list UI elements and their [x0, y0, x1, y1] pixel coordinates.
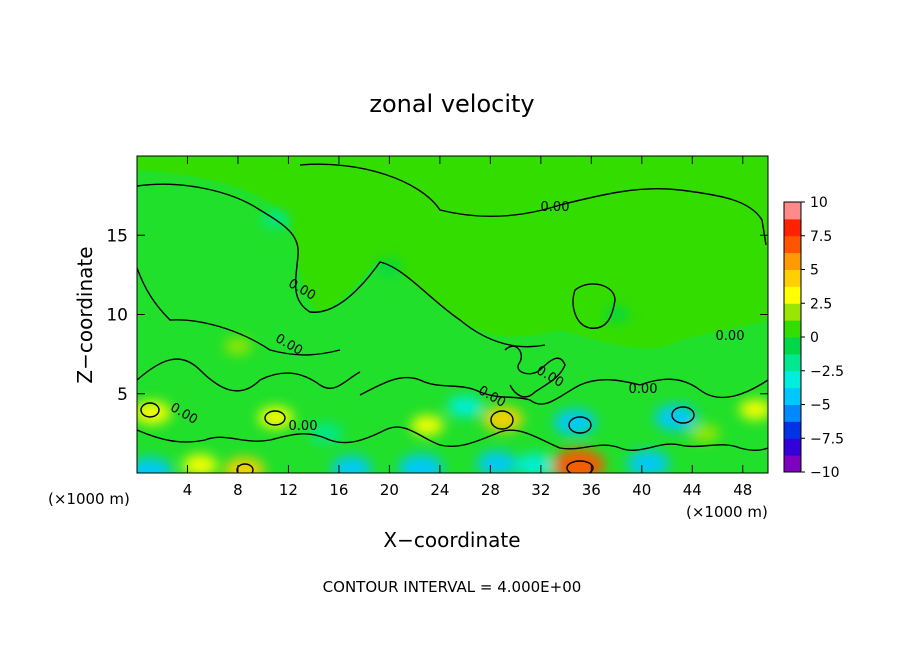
velocity-blob-22: [224, 337, 252, 355]
x-unit-left: (×1000 m): [48, 490, 130, 508]
x-tick-label-8: 8: [233, 481, 243, 499]
x-tick-label-24: 24: [430, 481, 449, 499]
contour-closed-2: [264, 410, 286, 426]
colorbar-swatch-12: [784, 252, 801, 270]
velocity-blob-13: [553, 409, 597, 436]
velocity-blob-2: [182, 454, 218, 473]
colorbar-swatch-3: [784, 404, 801, 422]
colorbar-label-1: 7.5: [810, 229, 832, 245]
contour-closed-1: [140, 402, 160, 418]
colorbar-swatch-4: [784, 387, 801, 405]
contour-label-7: 0.00: [629, 382, 658, 397]
y-axis-label: Z−coordinate: [73, 246, 97, 383]
contour-label-8: 0.00: [716, 329, 745, 344]
velocity-blob-16: [654, 404, 698, 431]
colorbar-swatch-14: [784, 218, 801, 237]
contour-lines: [137, 163, 768, 473]
x-tick-label-36: 36: [582, 481, 601, 499]
colorbar-label-7: −7.5: [810, 431, 844, 447]
contour-line-bottom-right: [619, 443, 768, 451]
x-tick-label-32: 32: [531, 481, 550, 499]
x-tick-label-20: 20: [380, 481, 399, 499]
y-axis: 5 10 15: [106, 226, 768, 405]
contour-line-bottom-mid: [324, 426, 621, 450]
x-tick-label-44: 44: [683, 481, 702, 499]
velocity-blob-3: [224, 457, 265, 473]
velocity-blob-12: [515, 453, 554, 473]
velocity-blob-14: [552, 448, 605, 473]
y-tick-label-10: 10: [106, 306, 128, 326]
colorbar-swatch-7: [784, 337, 801, 355]
contour-squiggle: [504, 345, 566, 398]
x-unit-right: (×1000 m): [686, 503, 768, 521]
contour-line-lower-mid: [359, 376, 641, 405]
contour-island: [572, 283, 616, 329]
x-tick-label-40: 40: [632, 481, 651, 499]
colorbar-swatch-15: [784, 202, 801, 220]
colorbar-swatch-11: [784, 269, 801, 287]
colorbar-label-4: 0: [810, 330, 819, 346]
contour-interval-note: CONTOUR INTERVAL = 4.000E+00: [323, 578, 582, 596]
contour-line-upper: [299, 163, 767, 246]
contour-line-left: [137, 267, 341, 356]
x-axis: 4 8 12 16 20 24 28 32 36 40 44 48: [183, 156, 752, 499]
colorbar-label-8: −10: [810, 465, 840, 481]
velocity-blob-5: [310, 423, 343, 444]
velocity-blob-18: [739, 399, 768, 420]
colorbar: 10 7.5 5 2.5 0 −2.5 −5 −7.5 −10: [783, 195, 844, 481]
colorbar-label-2: 5: [810, 263, 819, 279]
contour-closed-6: [236, 463, 254, 473]
x-axis-label: X−coordinate: [383, 528, 520, 552]
colorbar-swatch-2: [784, 421, 801, 439]
y-tick-label-5: 5: [117, 385, 128, 405]
contour-line-bottom-left: [137, 429, 326, 443]
x-tick-label-16: 16: [329, 481, 348, 499]
upper-negative-region: [137, 170, 768, 473]
velocity-blob-17: [689, 424, 720, 443]
velocity-blob-10: [476, 451, 517, 473]
contour-line-lower-right: [639, 378, 768, 399]
colorbar-swatch-13: [784, 235, 801, 254]
contour-closed-4: [568, 416, 592, 434]
colorbar-swatch-0: [784, 455, 801, 473]
contour-line-top: [137, 183, 546, 348]
velocity-blobs: [137, 211, 768, 473]
colorbar-swatch-1: [784, 438, 801, 456]
contour-label-4: 0.00: [289, 419, 318, 434]
x-tick-label-4: 4: [183, 481, 193, 499]
chart-title: zonal velocity: [369, 90, 534, 118]
contour-line-lower-left: [137, 358, 361, 392]
velocity-blob-0: [137, 457, 173, 473]
velocity-blob-6: [331, 455, 372, 473]
velocity-blob-7: [398, 454, 444, 473]
colorbar-label-3: 2.5: [810, 296, 832, 312]
velocity-blob-15: [626, 450, 670, 473]
colorbar-swatch-10: [784, 286, 801, 304]
colorbar-label-6: −5: [810, 398, 831, 414]
contour-label-0: 0.00: [541, 200, 570, 215]
velocity-blob-9: [447, 395, 483, 418]
colorbar-swatch-8: [784, 320, 801, 338]
colorbar-swatch-9: [784, 303, 801, 321]
contour-closed-5: [671, 406, 695, 424]
plot-area: 0.000.000.000.00 0.000.000.00 0.000.00: [137, 156, 768, 473]
y-tick-label-15: 15: [106, 226, 128, 246]
x-tick-label-12: 12: [279, 481, 298, 499]
x-tick-label-48: 48: [733, 481, 752, 499]
velocity-blob-21: [604, 306, 630, 323]
colorbar-label-5: −2.5: [810, 364, 844, 380]
x-tick-label-28: 28: [481, 481, 500, 499]
velocity-blob-1: [137, 401, 171, 425]
contour-closed-7: [566, 460, 594, 473]
velocity-blob-8: [411, 415, 444, 436]
colorbar-swatch-5: [784, 370, 801, 389]
colorbar-swatch-6: [784, 353, 801, 372]
contour-closed-3: [490, 410, 514, 430]
colorbar-label-0: 10: [810, 195, 828, 211]
